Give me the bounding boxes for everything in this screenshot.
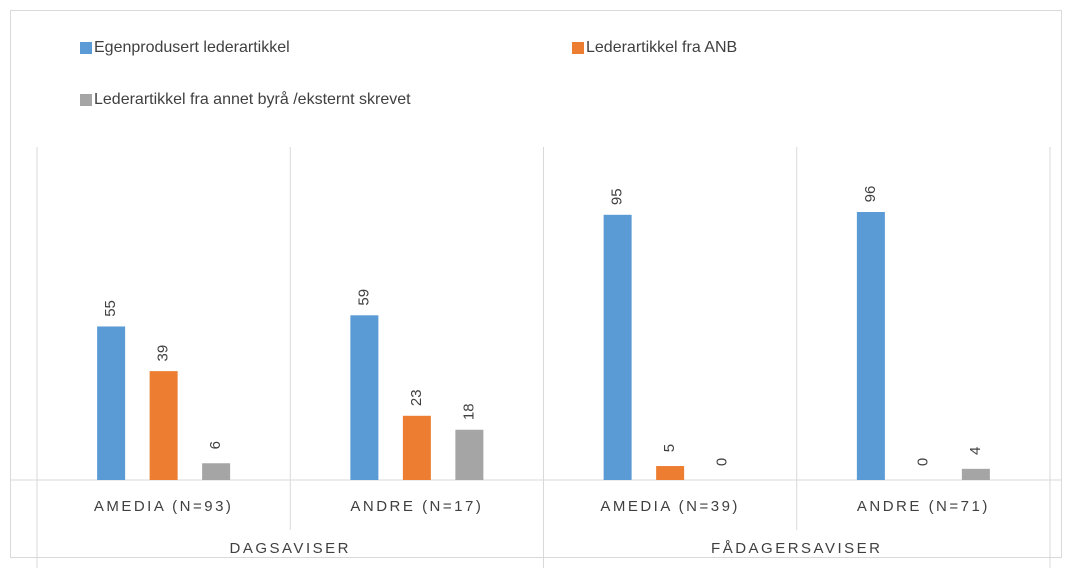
legend-swatch: [80, 42, 92, 54]
bar: [656, 466, 685, 480]
group-label: FÅDAGERSAVISER: [711, 540, 882, 557]
value-label: 4: [967, 447, 984, 455]
bar: [856, 212, 885, 480]
bar: [149, 371, 178, 480]
x-tick-label: ANDRE (N=17): [350, 498, 483, 515]
bar: [202, 463, 231, 480]
group-label: DAGSAVISER: [230, 540, 351, 557]
legend-label: Lederartikkel fra ANB: [586, 39, 737, 56]
bar: [402, 415, 431, 480]
value-label: 6: [207, 441, 224, 449]
chart-border: [10, 10, 1062, 558]
legend-label: Egenprodusert lederartikkel: [94, 39, 290, 56]
value-label: 95: [609, 188, 626, 205]
value-label: 0: [914, 458, 931, 466]
bar: [350, 315, 379, 480]
x-tick-label: ANDRE (N=71): [857, 498, 990, 515]
value-label: 55: [102, 300, 119, 317]
bar: [603, 214, 632, 480]
legend-swatch: [80, 94, 92, 106]
value-label: 0: [714, 458, 731, 466]
value-label: 18: [460, 403, 477, 420]
legend-label: Lederartikkel fra annet byrå /eksternt s…: [94, 90, 411, 108]
bar: [455, 429, 484, 480]
x-tick-label: AMEDIA (N=93): [94, 498, 234, 515]
value-label: 59: [355, 289, 372, 306]
value-label: 39: [155, 345, 172, 362]
x-tick-label: AMEDIA (N=39): [600, 498, 740, 515]
value-label: 23: [408, 389, 425, 406]
value-label: 96: [862, 186, 879, 203]
bar: [961, 468, 990, 480]
value-label: 5: [661, 444, 678, 452]
bar: [97, 326, 126, 480]
legend-swatch: [572, 42, 584, 54]
